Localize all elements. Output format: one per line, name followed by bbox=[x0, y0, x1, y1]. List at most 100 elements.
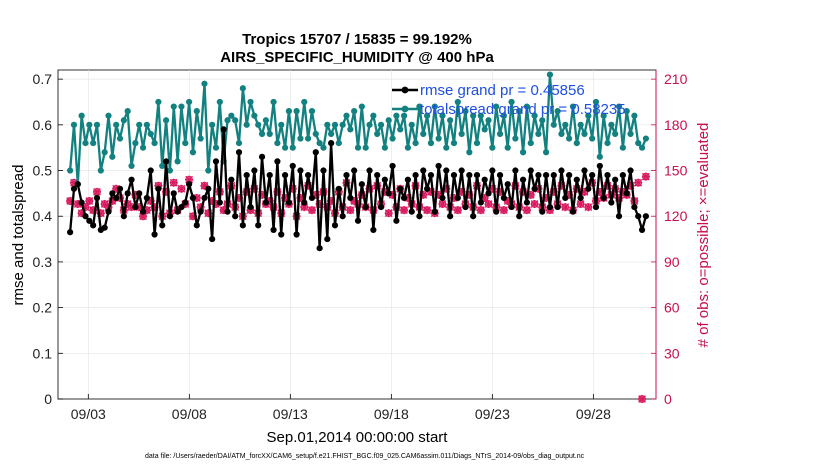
totalspread-point bbox=[370, 112, 377, 119]
totalspread-point bbox=[228, 112, 235, 119]
obs-evaluated-point bbox=[211, 200, 220, 209]
totalspread-point bbox=[258, 130, 266, 138]
rmse-point bbox=[608, 199, 615, 206]
x-tick-label: 09/18 bbox=[374, 406, 409, 422]
obs-evaluated-point bbox=[169, 178, 178, 187]
totalspread-point bbox=[516, 108, 523, 115]
totalspread-point bbox=[366, 121, 373, 128]
obs-evaluated-point bbox=[526, 190, 535, 199]
totalspread-point bbox=[631, 112, 638, 119]
rmse-point bbox=[400, 194, 408, 202]
obs-evaluated-point bbox=[307, 206, 316, 215]
rmse-point bbox=[220, 126, 227, 133]
obs-evaluated-point bbox=[357, 190, 366, 199]
totalspread-point bbox=[362, 144, 369, 151]
obs-evaluated-point bbox=[519, 187, 528, 196]
y-tick-label: 0.7 bbox=[33, 71, 53, 87]
totalspread-point bbox=[209, 121, 216, 128]
rmse-point bbox=[186, 181, 193, 188]
totalspread-point bbox=[320, 144, 327, 151]
obs-evaluated-point bbox=[66, 196, 75, 205]
rmse-point bbox=[162, 158, 170, 165]
rmse-point bbox=[566, 171, 573, 179]
totalspread-point bbox=[473, 140, 481, 147]
rmse-point bbox=[70, 185, 78, 192]
obs-evaluated-point bbox=[388, 190, 397, 199]
rmse-point bbox=[558, 167, 565, 174]
rmse-point bbox=[151, 231, 158, 238]
rmse-point bbox=[178, 203, 185, 211]
rmse-point bbox=[523, 199, 531, 206]
y-tick-label: 0.2 bbox=[33, 300, 53, 316]
rmse-point bbox=[535, 171, 542, 179]
totalspread-point bbox=[351, 108, 358, 115]
totalspread-point bbox=[224, 117, 231, 124]
y-tick-label: 0.4 bbox=[33, 208, 53, 224]
chart-title: Tropics 15707 / 15835 = 99.192% bbox=[242, 31, 472, 48]
totalspread-point bbox=[435, 135, 442, 142]
chart-subtitle: AIRS_SPECIFIC_HUMIDITY @ 400 hPa bbox=[220, 49, 494, 66]
obs-evaluated-point bbox=[135, 203, 144, 212]
rmse-point bbox=[374, 171, 381, 179]
totalspread-point bbox=[404, 144, 412, 151]
obs-evaluated-point bbox=[73, 200, 82, 209]
obs-evaluated-point bbox=[638, 395, 647, 403]
rmse-point bbox=[224, 208, 231, 215]
y-tick-label: 0.5 bbox=[33, 163, 53, 179]
rmse-point bbox=[385, 190, 392, 197]
totalspread-point bbox=[297, 135, 304, 142]
rmse-point bbox=[74, 181, 81, 188]
obs-evaluated-point bbox=[576, 200, 585, 209]
obs-evaluated-point bbox=[315, 200, 324, 209]
rmse-point bbox=[132, 203, 139, 211]
x-tick-label: 09/23 bbox=[475, 406, 510, 422]
totalspread-point bbox=[255, 121, 262, 128]
totalspread-point bbox=[109, 153, 116, 160]
obs-evaluated-point bbox=[641, 172, 650, 181]
obs-evaluated-point bbox=[139, 212, 148, 221]
obs-evaluated-point bbox=[449, 193, 458, 202]
totalspread-point bbox=[608, 121, 615, 128]
y2-tick-label: 90 bbox=[664, 254, 680, 270]
rmse-point bbox=[642, 213, 649, 220]
totalspread-point bbox=[493, 103, 500, 110]
rmse-point bbox=[262, 199, 269, 206]
rmse-point bbox=[627, 167, 634, 174]
totalspread-point bbox=[124, 108, 131, 115]
totalspread-point bbox=[274, 140, 281, 147]
legend-rmse-marker bbox=[401, 86, 409, 94]
totalspread-point bbox=[627, 130, 634, 138]
y-axis-label: rmse and totalspread bbox=[10, 165, 27, 306]
rmse-point bbox=[424, 185, 431, 192]
rmse-point bbox=[136, 190, 143, 197]
rmse-point bbox=[466, 171, 473, 179]
obs-evaluated-point bbox=[196, 203, 205, 212]
totalspread-point bbox=[159, 162, 166, 170]
rmse-point bbox=[596, 162, 603, 170]
rmse-point bbox=[573, 176, 580, 183]
series-layer bbox=[66, 71, 650, 403]
obs-evaluated-point bbox=[142, 206, 151, 215]
obs-evaluated-point bbox=[112, 184, 121, 193]
obs-evaluated-point bbox=[350, 196, 359, 205]
rmse-point bbox=[389, 162, 396, 170]
rmse-point bbox=[331, 222, 339, 229]
rmse-point bbox=[239, 222, 246, 229]
totalspread-point bbox=[139, 144, 147, 151]
rmse-point bbox=[447, 213, 454, 220]
rmse-point bbox=[243, 171, 250, 179]
totalspread-point bbox=[577, 121, 584, 128]
obs-evaluated-point bbox=[127, 203, 136, 212]
rmse-point bbox=[101, 224, 108, 231]
obs-evaluated-point bbox=[69, 178, 78, 187]
totalspread-point bbox=[589, 135, 596, 142]
totalspread-point bbox=[458, 130, 465, 138]
totalspread-point bbox=[285, 108, 293, 115]
totalspread-point bbox=[235, 140, 243, 147]
obs-evaluated-point bbox=[419, 190, 428, 199]
obs-evaluated-point bbox=[400, 206, 409, 215]
obs-evaluated-point bbox=[522, 206, 531, 215]
totalspread-point bbox=[197, 135, 204, 142]
legend-rmse-label: rmse grand pr = 0.45856 bbox=[420, 82, 585, 99]
